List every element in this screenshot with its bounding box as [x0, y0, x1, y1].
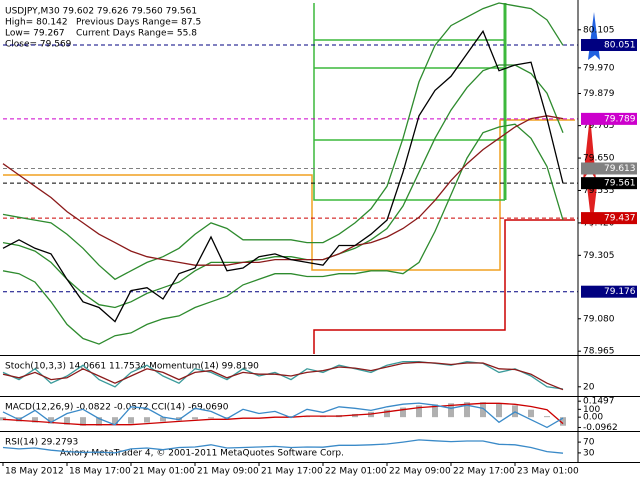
y-tick-label: 79.305	[583, 251, 615, 261]
x-tick-label: 18 May 2012	[5, 467, 64, 477]
y-tick-label: 79.650	[583, 154, 615, 164]
x-tick-label: 21 May 17:00	[261, 467, 323, 477]
level-label: 79.437	[604, 214, 636, 224]
series-line	[2, 2, 564, 281]
histogram-bar	[208, 417, 214, 419]
panel-title: RSI(14) 29.2793	[5, 438, 78, 448]
histogram-bar	[176, 417, 182, 421]
panel-title: MACD(12,26,9) -0.0822 -0.0572 CCI(14) -6…	[5, 403, 229, 413]
histogram-bar	[112, 417, 118, 425]
y-tick-label: 70	[583, 438, 595, 448]
annotation: Axiory MetaTrader 4, © 2001-2011 MetaQuo…	[60, 449, 344, 459]
histogram-bar	[192, 417, 198, 420]
series-line	[2, 402, 564, 429]
histogram-bar	[144, 417, 150, 423]
y-tick-label: 0.1497	[583, 397, 615, 407]
histogram-bar	[128, 417, 134, 424]
level-label: 79.789	[604, 114, 636, 124]
series-line	[2, 402, 564, 426]
panel-borders	[0, 0, 640, 463]
series-line	[2, 115, 564, 266]
info-text: Current Days Range= 55.8	[76, 29, 197, 39]
y-tick-label: 0.00	[583, 413, 603, 423]
series-line	[2, 29, 564, 323]
level-label: 79.561	[604, 179, 636, 189]
y-tick-label: 79.080	[583, 314, 615, 324]
orange-range	[3, 119, 575, 271]
histogram-bar	[480, 402, 486, 418]
level-box	[581, 212, 637, 225]
histogram-bar	[32, 417, 38, 423]
info-text: Close= 79.569	[5, 40, 72, 50]
level-box	[581, 112, 637, 125]
series-line	[2, 361, 564, 391]
info-text: Low= 79.267	[5, 29, 65, 39]
histogram-bar	[96, 417, 102, 426]
x-tick-label: 18 May 17:00	[69, 467, 131, 477]
level-box	[581, 39, 637, 52]
histogram-bar	[0, 417, 6, 421]
panel-title: Stoch(10,3,3) 14.0661 11.7534 Momentum(1…	[5, 362, 259, 372]
histogram-bar	[560, 417, 566, 426]
y-tick-label: 30	[583, 448, 595, 458]
level-label: 79.613	[604, 164, 636, 174]
y-tick-label: 79.535	[583, 186, 615, 196]
histogram-bar	[432, 404, 438, 418]
series-line	[2, 123, 564, 345]
red-arrow	[586, 178, 598, 228]
x-tick-label: 23 May 01:00	[517, 467, 579, 477]
x-tick-label: 22 May 01:00	[325, 467, 387, 477]
histogram-bar	[464, 402, 470, 418]
panel-title: USDJPY,M30 79.602 79.626 79.560 79.561	[5, 7, 197, 17]
y2-tick-label: 100	[583, 405, 600, 415]
x-tick-label: 21 May 01:00	[133, 467, 195, 477]
y-tick-label: 78.965	[583, 347, 615, 357]
y-tick-label: 79.879	[583, 89, 615, 99]
y-tick-label: 79.970	[583, 63, 615, 73]
histogram-bar	[224, 417, 230, 419]
histogram-bar	[544, 416, 550, 418]
level-box	[581, 177, 637, 190]
level-box	[581, 285, 637, 298]
series-line	[2, 439, 564, 454]
histogram-bar	[48, 417, 54, 424]
series-line	[2, 360, 564, 390]
level-box	[581, 162, 637, 175]
histogram-bar	[384, 409, 390, 418]
y-tick-label: -0.0962	[583, 423, 618, 433]
red-range	[313, 219, 575, 354]
x-tick-label: 22 May 09:00	[389, 467, 451, 477]
histogram-bar	[160, 417, 166, 422]
info-text: High= 80.142	[5, 18, 68, 28]
histogram-bar	[496, 403, 502, 418]
level-label: 80.051	[604, 41, 636, 51]
histogram-bar	[64, 417, 70, 425]
x-tick-label: 22 May 17:00	[453, 467, 515, 477]
y-tick-label: 80.105	[583, 25, 615, 35]
day-range-boxes	[3, 3, 575, 354]
level-label: 79.176	[604, 287, 636, 297]
y-tick-label: 20	[583, 382, 595, 392]
info-text: Previous Days Range= 87.5	[76, 18, 201, 28]
y-tick-label: 79.765	[583, 121, 615, 131]
histogram-bar	[416, 405, 422, 418]
x-tick-label: 21 May 09:00	[197, 467, 259, 477]
histogram-bar	[448, 403, 454, 418]
histogram-bar	[528, 409, 534, 418]
histogram-bar	[80, 417, 86, 426]
histogram-bar	[400, 407, 406, 418]
